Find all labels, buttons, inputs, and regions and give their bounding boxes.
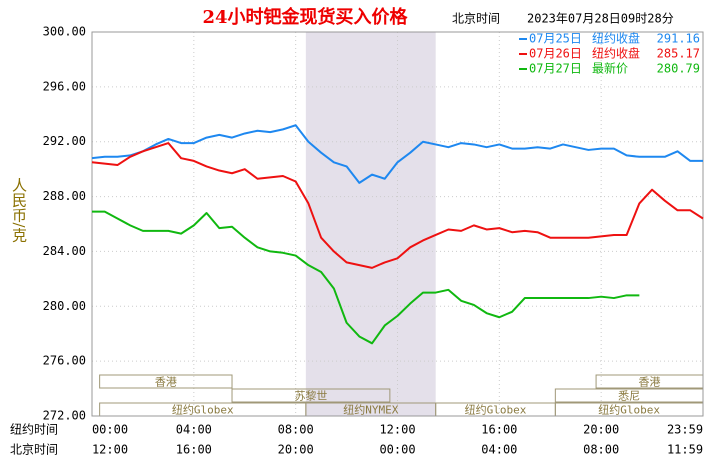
session-label: 纽约Globex	[172, 403, 234, 417]
plot-border	[91, 31, 704, 417]
x-tick-label: 23:59	[667, 423, 703, 437]
nymex-highlight	[305, 32, 436, 416]
price-line	[92, 210, 640, 345]
legend-name: 07月25日	[529, 32, 582, 46]
session-label: 纽约Globex	[598, 403, 660, 417]
x2-tick-label: 12:00	[92, 443, 128, 457]
chart-title: 24小时钯金现货买入价格	[202, 6, 408, 28]
y-tick-label: 276.00	[43, 354, 86, 368]
x2-tick-label: 16:00	[176, 443, 212, 457]
x2-tick-label: 20:00	[278, 443, 314, 457]
x-tick-label: 08:00	[278, 423, 314, 437]
y-tick-label: 288.00	[43, 189, 86, 203]
session-label: 纽约Globex	[465, 403, 527, 417]
legend-value: 285.17	[657, 47, 700, 61]
session-bar	[231, 388, 391, 403]
x-tick-label: 04:00	[176, 423, 212, 437]
y-tick-label: 272.00	[43, 409, 86, 423]
x-row-label: 北京时间	[10, 443, 58, 457]
x-row-label: 纽约时间	[10, 422, 58, 437]
x-tick-label: 16:00	[481, 423, 517, 437]
legend-name: 07月26日	[529, 47, 582, 61]
legend-label: 纽约收盘	[592, 46, 640, 61]
y-tick-label: 300.00	[43, 25, 86, 39]
session-label: 苏黎世	[294, 389, 327, 403]
x2-tick-label: 08:00	[583, 443, 619, 457]
y-tick-label: 296.00	[43, 79, 86, 93]
y-tick-label: 280.00	[43, 299, 86, 313]
session-label: 悉尼	[618, 390, 640, 403]
legend-name: 07月27日	[529, 62, 582, 76]
x-tick-label: 00:00	[92, 423, 128, 437]
session-label: 香港	[639, 376, 661, 389]
session-label: 香港	[155, 376, 177, 389]
y-tick-label: 284.00	[43, 244, 86, 258]
legend-value: 280.79	[657, 62, 700, 76]
x2-tick-label: 00:00	[379, 443, 415, 457]
legend-label: 最新价	[592, 61, 628, 76]
time-zone: 北京时间	[452, 12, 500, 26]
x2-tick-label: 04:00	[481, 443, 517, 457]
x2-tick-label: 11:59	[667, 443, 703, 457]
legend-label: 纽约收盘	[592, 31, 640, 46]
price-line	[91, 142, 704, 269]
legend-value: 291.16	[657, 32, 700, 46]
session-bar	[99, 374, 233, 389]
session-label: 纽约NYMEX	[343, 403, 398, 417]
y-axis-label: 人民币/克	[10, 177, 28, 243]
price-line	[91, 124, 703, 184]
y-tick-label: 292.00	[43, 134, 86, 148]
x-tick-label: 12:00	[379, 423, 415, 437]
timestamp: 2023年07月28日09时28分	[527, 12, 674, 26]
x-tick-label: 20:00	[583, 423, 619, 437]
